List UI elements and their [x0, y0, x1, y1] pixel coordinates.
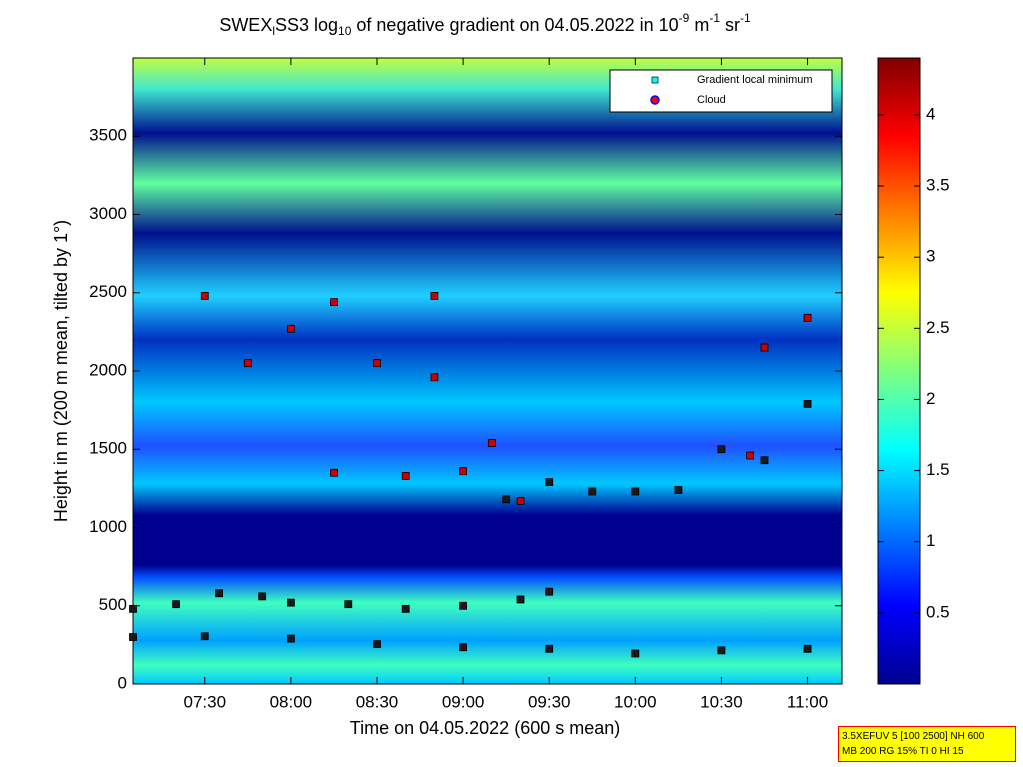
data-point	[286, 598, 295, 607]
legend	[609, 69, 833, 113]
x-tick-label: 08:00	[270, 692, 313, 711]
x-tick-label: 10:00	[614, 692, 657, 711]
x-axis-label: Time on 04.05.2022 (600 s mean)	[350, 718, 621, 738]
data-point	[674, 486, 683, 494]
x-tick-label: 07:30	[183, 692, 226, 711]
data-point	[760, 343, 769, 352]
chart-title: SWEXlSS3 log10 of negative gradient on 0…	[219, 11, 751, 38]
data-point	[373, 640, 381, 648]
data-point	[760, 456, 769, 465]
data-point	[803, 313, 812, 322]
y-tick-label: 0	[118, 673, 127, 692]
data-point	[330, 298, 338, 307]
data-point	[430, 373, 439, 382]
data-point	[459, 601, 468, 610]
y-tick-label: 500	[99, 595, 127, 614]
data-point	[129, 604, 137, 613]
data-point	[401, 471, 410, 480]
data-point	[516, 496, 525, 505]
colorbar-tick-label: 4	[926, 104, 935, 123]
colorbar	[877, 57, 921, 685]
data-point	[330, 468, 338, 477]
colorbar-tick-label: 2.5	[926, 318, 950, 337]
data-point	[717, 445, 726, 454]
data-point	[286, 634, 295, 643]
y-tick-label: 3000	[89, 204, 127, 223]
data-point	[803, 399, 812, 408]
data-point	[129, 633, 137, 641]
legend-marker	[651, 76, 659, 84]
colorbar-tick-label: 3	[926, 247, 935, 266]
x-tick-label: 11:00	[787, 692, 828, 711]
data-point	[545, 478, 554, 487]
data-point	[631, 487, 640, 496]
data-point	[631, 649, 640, 658]
x-tick-label: 10:30	[700, 692, 743, 711]
data-point	[588, 487, 597, 496]
data-point	[459, 467, 468, 476]
colorbar-tick-label: 1.5	[926, 460, 950, 479]
data-point	[401, 604, 410, 613]
data-point	[286, 324, 295, 333]
y-tick-label: 1000	[89, 517, 127, 536]
legend-label: Gradient local minimum	[697, 74, 813, 86]
data-point	[344, 600, 353, 609]
data-point	[200, 632, 209, 641]
y-tick-label: 1500	[89, 439, 127, 458]
data-point	[243, 359, 252, 368]
data-point	[803, 644, 812, 653]
colorbar-tick-label: 3.5	[926, 176, 950, 195]
y-tick-label: 2000	[89, 360, 127, 379]
footer-box: 3.5XEFUV 5 [100 2500] NH 600 MB 200 RG 1…	[838, 726, 1016, 762]
footer-line: MB 200 RG 15% TI 0 HI 15	[842, 746, 964, 757]
colorbar-tick-label: 0.5	[926, 602, 950, 621]
y-tick-label: 2500	[89, 282, 127, 301]
data-point	[373, 359, 381, 368]
data-point	[459, 643, 468, 652]
data-point	[215, 589, 224, 598]
x-tick-label: 09:30	[528, 692, 571, 711]
colorbar-tick-label: 1	[926, 531, 935, 550]
legend-marker	[650, 95, 660, 105]
data-point	[516, 595, 525, 604]
data-point	[746, 451, 755, 460]
data-point	[200, 291, 209, 300]
data-point	[172, 600, 180, 609]
footer-line: 3.5XEFUV 5 [100 2500] NH 600	[842, 731, 985, 742]
data-point	[258, 592, 267, 601]
data-point	[430, 291, 439, 300]
data-point	[502, 495, 511, 504]
x-tick-label: 09:00	[442, 692, 485, 711]
heatmap	[133, 58, 842, 684]
data-point	[545, 587, 554, 596]
data-point	[545, 644, 554, 653]
y-tick-label: 3500	[89, 126, 127, 145]
data-point	[487, 439, 496, 447]
y-axis-label: Height in m (200 m mean, tilted by 1°)	[51, 220, 71, 522]
colorbar-tick-label: 2	[926, 389, 935, 408]
legend-label: Cloud	[697, 94, 726, 106]
x-tick-label: 08:30	[356, 692, 399, 711]
data-point	[717, 646, 726, 655]
